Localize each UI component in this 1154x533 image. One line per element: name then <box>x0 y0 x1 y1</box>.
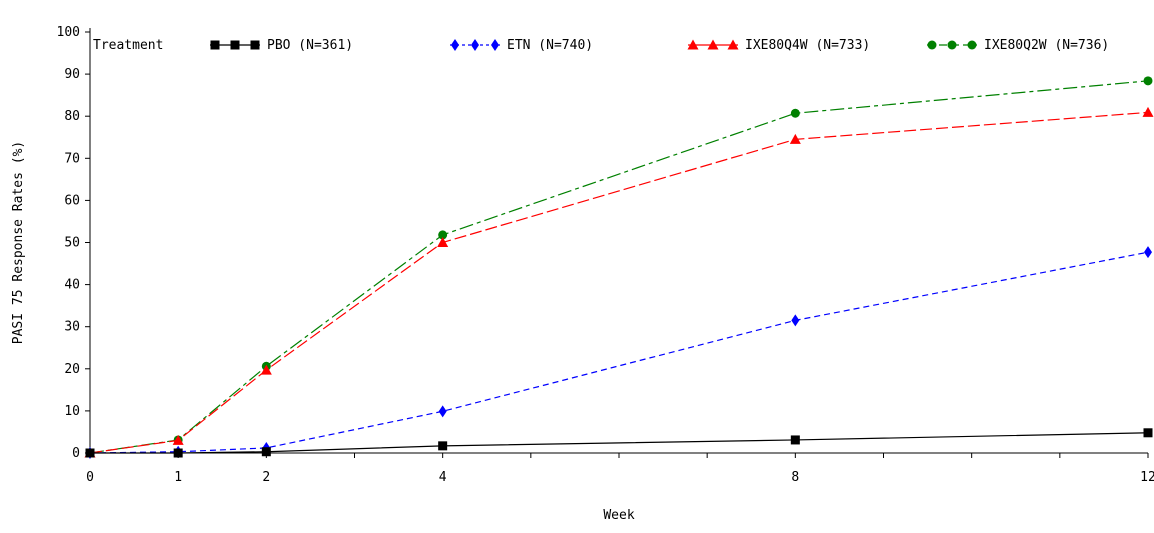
data-point <box>437 237 449 247</box>
series-line <box>90 432 1149 454</box>
data-point <box>85 448 95 458</box>
y-tick-label: 70 <box>64 151 80 166</box>
y-tick-label: 10 <box>64 404 80 419</box>
data-point <box>438 230 448 240</box>
series-line <box>89 111 1149 454</box>
x-tick-label: 2 <box>262 470 270 485</box>
legend-marker <box>491 39 499 51</box>
x-tick-label: 4 <box>439 470 447 485</box>
data-point <box>789 133 801 144</box>
series-line <box>89 251 1149 454</box>
legend-label: PBO (N=361) <box>267 38 353 53</box>
legend-marker <box>250 40 260 50</box>
legend-marker <box>947 40 957 50</box>
y-tick-label: 50 <box>64 236 80 251</box>
legend-entry: IXE80Q4W (N=733) <box>687 38 870 53</box>
series-square <box>85 428 1153 458</box>
data-point <box>172 434 184 445</box>
legend-marker <box>687 39 699 50</box>
legend-marker <box>230 40 240 50</box>
legend-title: Treatment <box>93 38 163 53</box>
data-point <box>438 405 447 418</box>
legend-label: ETN (N=740) <box>507 38 593 53</box>
legend-entry: IXE80Q2W (N=736) <box>927 38 1109 53</box>
legend-marker <box>967 40 977 50</box>
legend-marker <box>727 39 739 50</box>
y-tick-label: 60 <box>64 193 80 208</box>
x-tick-label: 12 <box>1140 470 1154 485</box>
legend: Treatment PBO (N=361) ETN (N=740) IXE80Q4W … <box>93 38 1109 53</box>
legend-marker <box>927 40 937 50</box>
series-layer <box>84 76 1154 459</box>
y-tick-label: 80 <box>64 109 80 124</box>
y-tick-label: 20 <box>64 362 80 377</box>
y-tick-label: 40 <box>64 278 80 293</box>
data-point <box>173 448 183 458</box>
x-tick-label: 1 <box>174 470 182 485</box>
data-point <box>260 364 272 375</box>
series-circle <box>85 76 1153 458</box>
y-tick-label: 90 <box>64 67 80 82</box>
series-line <box>89 80 1149 454</box>
data-point <box>1143 76 1153 86</box>
y-tick-label: 30 <box>64 320 80 335</box>
data-point <box>438 441 448 451</box>
y-axis-label: PASI 75 Response Rates (%) <box>11 141 26 345</box>
x-tick-label: 0 <box>86 470 94 485</box>
y-tick-label: 0 <box>72 446 80 461</box>
data-point <box>790 435 800 445</box>
legend-marker <box>471 39 479 51</box>
data-point <box>790 108 800 118</box>
data-point <box>261 447 271 457</box>
legend-entry: ETN (N=740) <box>450 38 593 53</box>
data-point <box>1143 428 1153 438</box>
y-tick-label: 100 <box>57 25 80 40</box>
legend-label: IXE80Q2W (N=736) <box>984 38 1109 53</box>
x-axis-label: Week <box>603 508 634 523</box>
legend-marker <box>210 40 220 50</box>
data-point <box>791 314 800 327</box>
legend-marker <box>707 39 719 50</box>
data-point <box>1144 246 1152 259</box>
legend-marker <box>451 39 459 51</box>
legend-entry: PBO (N=361) <box>210 38 353 53</box>
data-point <box>1142 106 1154 117</box>
series-diamond <box>86 246 1152 459</box>
x-tick-label: 8 <box>791 470 799 485</box>
legend-label: IXE80Q4W (N=733) <box>745 38 870 53</box>
